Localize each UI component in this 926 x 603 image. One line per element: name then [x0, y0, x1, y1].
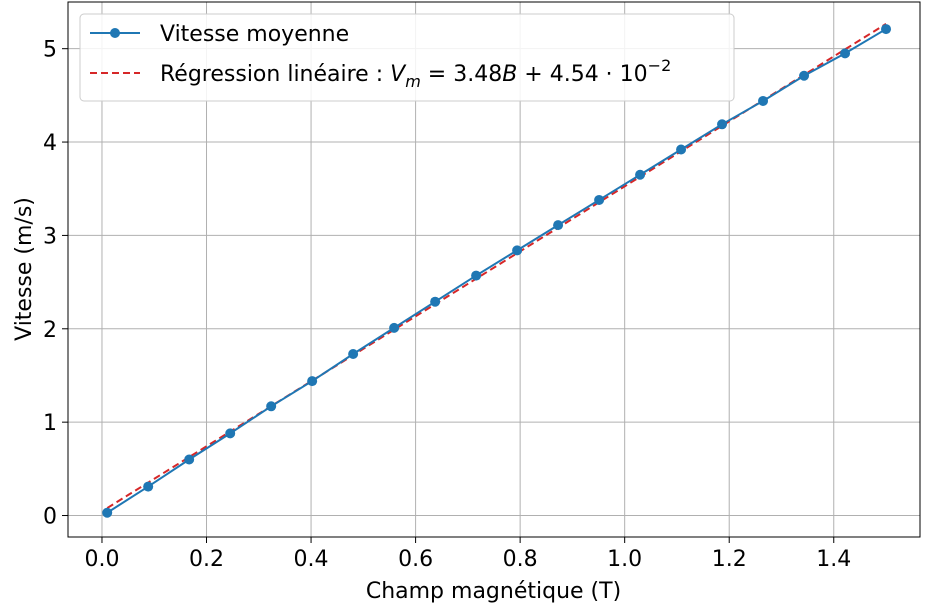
- y-tick-label: 5: [43, 38, 57, 63]
- velocity-point: [102, 507, 113, 518]
- y-tick-label: 2: [43, 318, 57, 343]
- x-tick-label: 0.8: [503, 547, 538, 572]
- velocity-point: [881, 24, 892, 35]
- y-tick-label: 3: [43, 224, 57, 249]
- x-tick-label: 1.2: [712, 547, 747, 572]
- velocity-point: [717, 119, 728, 130]
- velocity-point: [594, 194, 605, 205]
- velocity-point: [553, 220, 564, 231]
- legend-label-velocity: Vitesse moyenne: [160, 22, 349, 47]
- x-tick-label: 0.0: [84, 547, 119, 572]
- velocity-point: [184, 454, 195, 465]
- legend-label-regression: Régression linéaire : Vm = 3.48B + 4.54 …: [160, 56, 671, 91]
- velocity-point: [430, 296, 441, 307]
- velocity-series: [102, 24, 892, 518]
- velocity-point: [758, 95, 769, 106]
- velocity-point: [840, 48, 851, 59]
- velocity-point: [512, 245, 523, 256]
- velocity-point: [266, 401, 277, 412]
- x-tick-label: 0.4: [294, 547, 329, 572]
- velocity-line: [106, 28, 887, 514]
- x-tick-label: 1.4: [816, 547, 851, 572]
- x-tick-label: 0.2: [189, 547, 224, 572]
- x-axis-label: Champ magnétique (T): [366, 579, 621, 603]
- y-axis: 0 1 2 3 4 5: [43, 38, 68, 530]
- velocity-point: [471, 270, 482, 281]
- legend-marker-velocity: [110, 28, 120, 38]
- velocity-point: [389, 322, 400, 333]
- x-tick-label: 1.0: [607, 547, 642, 572]
- y-axis-label: Vitesse (m/s): [12, 197, 37, 341]
- velocity-point: [799, 70, 810, 81]
- velocity-point: [307, 376, 318, 387]
- velocity-point: [348, 348, 359, 359]
- y-tick-label: 0: [43, 505, 57, 530]
- velocity-point: [143, 481, 154, 492]
- x-axis: 0.0 0.2 0.4 0.6 0.8 1.0 1.2 1.4: [84, 537, 851, 572]
- y-tick-label: 1: [43, 411, 57, 436]
- velocity-point: [635, 169, 646, 180]
- velocity-point: [225, 428, 236, 439]
- plot-frame: [67, 1, 921, 538]
- velocity-point: [676, 144, 687, 155]
- legend: Vitesse moyenne Régression linéaire : Vm…: [79, 13, 735, 102]
- legend-box: [79, 13, 735, 102]
- x-tick-label: 0.6: [398, 547, 433, 572]
- y-tick-label: 4: [43, 131, 57, 156]
